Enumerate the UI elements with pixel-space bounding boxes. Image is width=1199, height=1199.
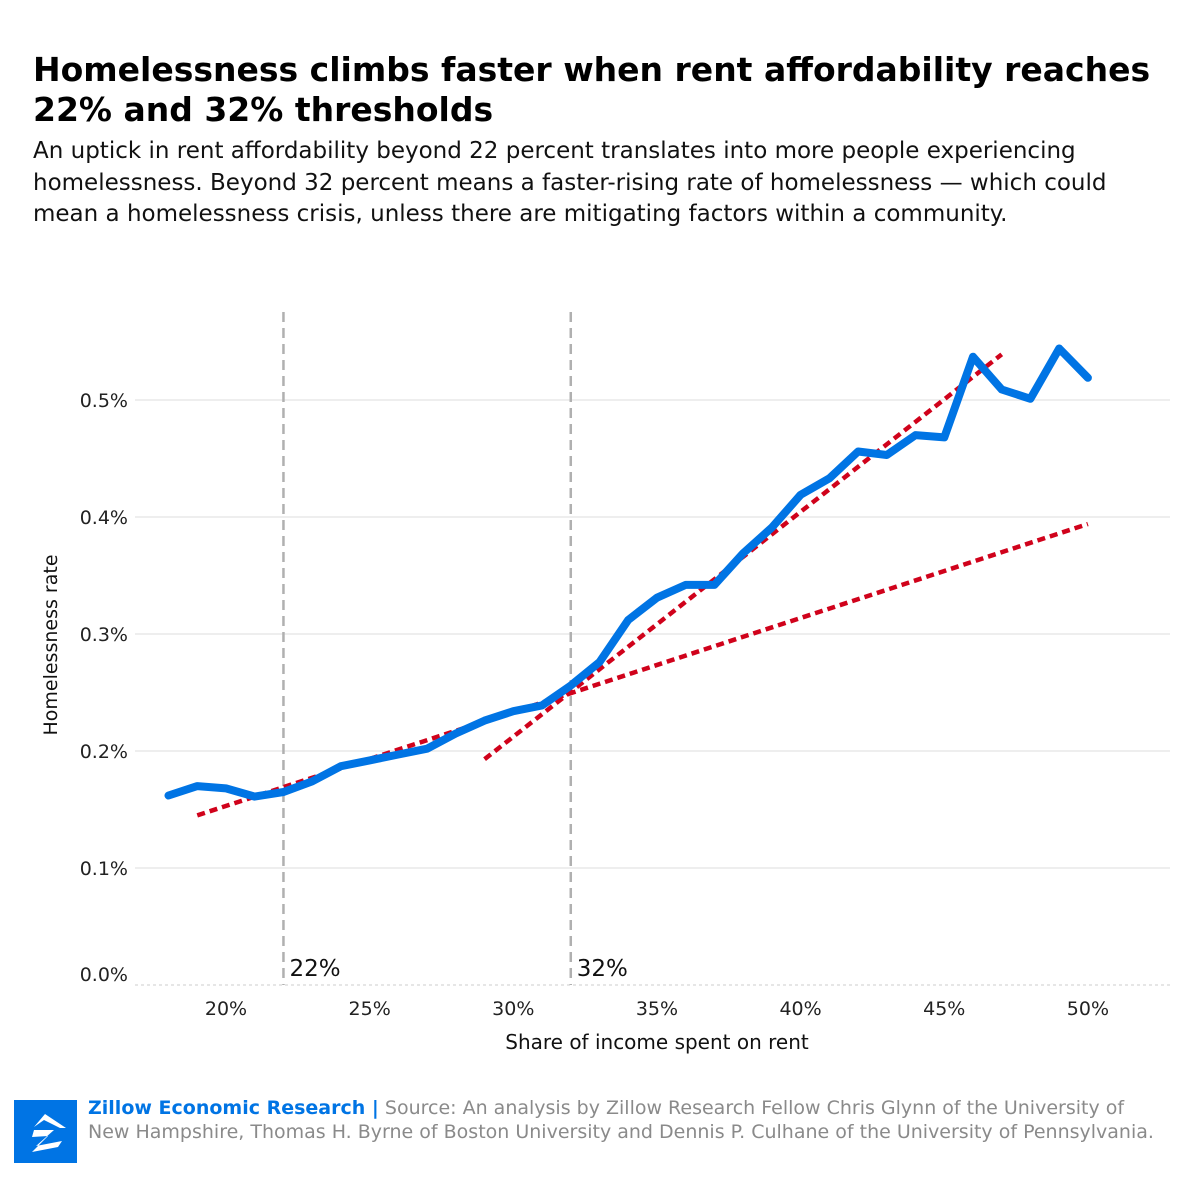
x-tick-label: 30% [492,998,534,1020]
zillow-logo-icon [32,1114,66,1152]
threshold-label: 32% [577,956,628,982]
series [164,344,1092,801]
y-tick-label: 0.4% [80,507,128,529]
y-axis-label: Homelessness rate [40,554,62,735]
y-tick-label: 0.2% [80,741,128,763]
y-tick-label: 0.5% [80,390,128,412]
footer-brand[interactable]: Zillow Economic Research | [88,1097,379,1119]
threshold-label: 22% [289,956,340,982]
x-tick-label: 20% [205,998,247,1020]
chart-title: Homelessness climbs faster when rent aff… [33,50,1151,129]
x-tick-label: 25% [349,998,391,1020]
x-tick-label: 45% [923,998,965,1020]
y-tick-label: 0.0% [80,964,128,986]
axis-ticks: 0.0% 0.1% 0.2% 0.3% 0.4% 0.5% 20% 25% 30% 35% 40% 4… [80,390,1109,1020]
footer-source: Source: An analysis by Zillow Research F… [88,1097,1154,1143]
chart-subtitle: An uptick in rent affordability beyond 2… [33,138,1107,227]
zillow-logo [14,1100,77,1163]
x-tick-label: 40% [779,998,821,1020]
threshold-lines: 22% 32% [282,312,628,985]
x-tick-label: 50% [1067,998,1109,1020]
gridlines [135,399,1170,986]
footer: Zillow Economic Research | Source: An an… [88,1096,1168,1144]
x-axis-label: Share of income spent on rent [505,1030,809,1054]
x-tick-label: 35% [636,998,678,1020]
series-line [164,344,1092,801]
y-tick-label: 0.3% [80,624,128,646]
trend-lines [196,352,1089,818]
y-tick-label: 0.1% [80,858,128,880]
